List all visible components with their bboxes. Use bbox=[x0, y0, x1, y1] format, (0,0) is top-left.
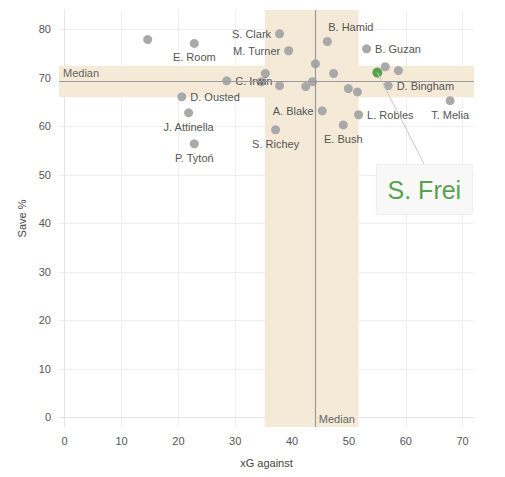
svg-text:0: 0 bbox=[45, 411, 51, 423]
svg-text:20: 20 bbox=[39, 314, 51, 326]
svg-text:Median: Median bbox=[63, 67, 99, 79]
svg-text:B. Guzan: B. Guzan bbox=[375, 43, 421, 55]
svg-text:0: 0 bbox=[62, 435, 68, 447]
svg-text:xG against: xG against bbox=[240, 457, 293, 469]
svg-text:S. Frei: S. Frei bbox=[388, 176, 462, 204]
svg-text:80: 80 bbox=[39, 23, 51, 35]
svg-text:T. Melia: T. Melia bbox=[431, 109, 470, 121]
svg-text:A. Blake: A. Blake bbox=[273, 105, 314, 117]
svg-text:20: 20 bbox=[172, 435, 184, 447]
svg-text:P. Tytoń: P. Tytoń bbox=[175, 152, 214, 164]
svg-text:S. Richey: S. Richey bbox=[252, 138, 300, 150]
svg-text:50: 50 bbox=[343, 435, 355, 447]
svg-text:J. Attinella: J. Attinella bbox=[164, 121, 215, 133]
svg-text:E. Room: E. Room bbox=[173, 51, 216, 63]
svg-text:L. Robles: L. Robles bbox=[367, 109, 414, 121]
svg-text:Median: Median bbox=[319, 413, 355, 425]
svg-text:60: 60 bbox=[39, 120, 51, 132]
svg-text:70: 70 bbox=[457, 435, 469, 447]
svg-text:10: 10 bbox=[39, 363, 51, 375]
svg-text:S. Clark: S. Clark bbox=[232, 28, 272, 40]
svg-text:D. Bingham: D. Bingham bbox=[396, 79, 455, 92]
svg-text:40: 40 bbox=[286, 435, 298, 447]
svg-text:D. Ousted: D. Ousted bbox=[190, 91, 240, 103]
svg-text:60: 60 bbox=[400, 435, 412, 447]
svg-text:50: 50 bbox=[39, 169, 51, 181]
svg-text:Save %: Save % bbox=[16, 199, 28, 237]
svg-text:70: 70 bbox=[39, 72, 51, 84]
svg-text:30: 30 bbox=[229, 435, 241, 447]
svg-text:C. Irwin: C. Irwin bbox=[235, 75, 272, 87]
svg-text:E. Bush: E. Bush bbox=[324, 133, 363, 145]
svg-text:M. Turner: M. Turner bbox=[233, 45, 280, 57]
svg-text:40: 40 bbox=[39, 217, 51, 229]
svg-text:30: 30 bbox=[39, 266, 51, 278]
svg-text:B. Hamid: B. Hamid bbox=[328, 21, 373, 33]
svg-text:10: 10 bbox=[115, 435, 127, 447]
